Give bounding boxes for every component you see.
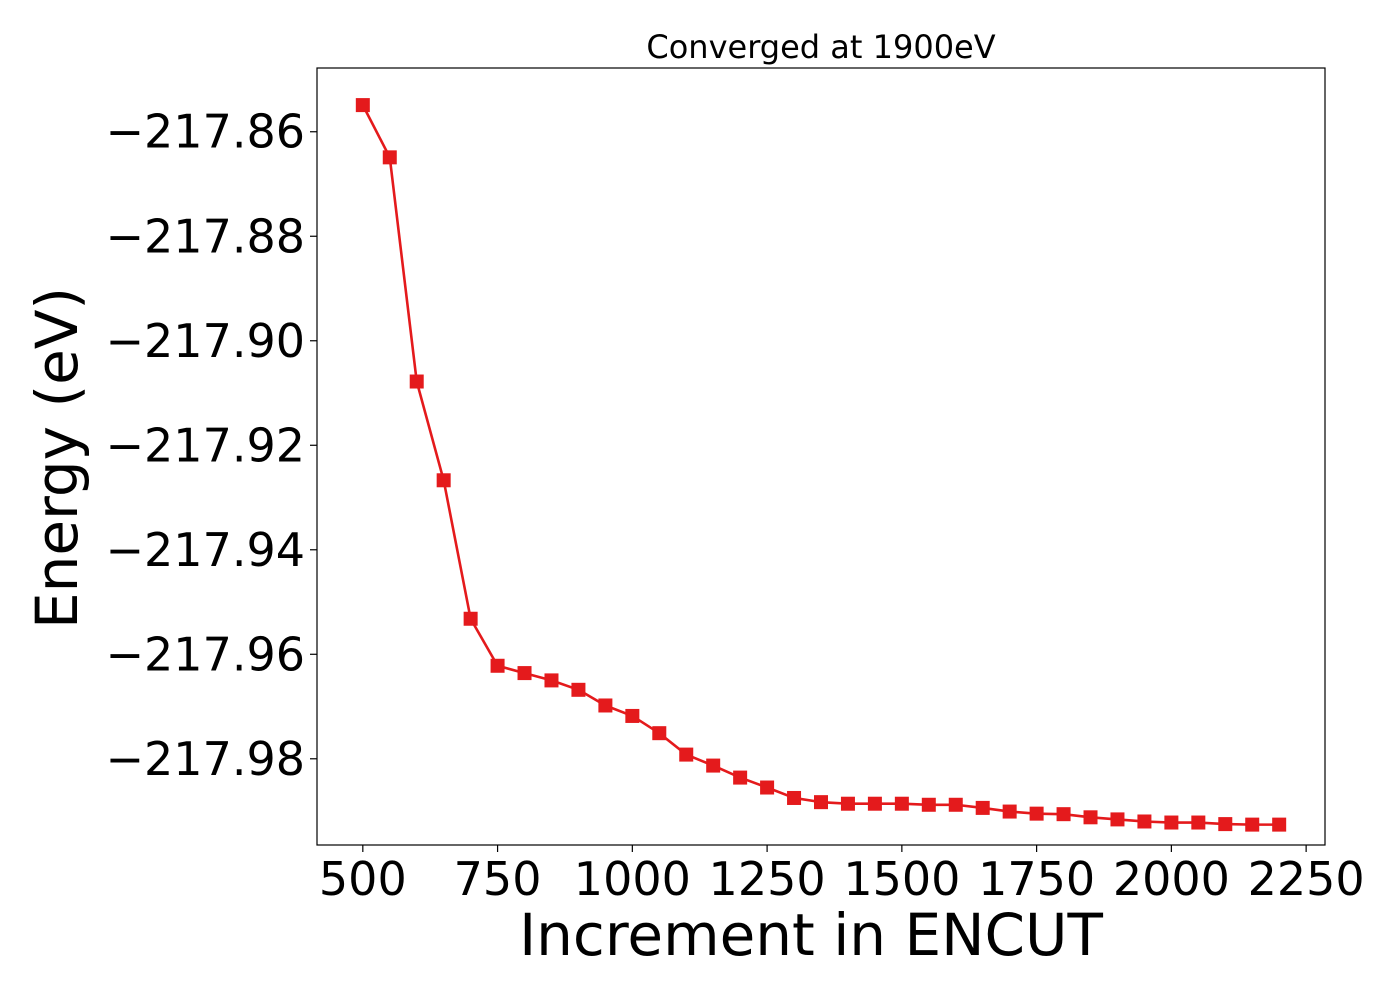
data-point-marker (598, 698, 613, 713)
data-point-marker (1110, 812, 1125, 827)
data-point-marker (787, 790, 802, 805)
data-point-marker (733, 770, 748, 785)
y-axis-label: Energy (eV) (23, 287, 91, 629)
data-point-marker (867, 796, 882, 811)
data-point-marker (1029, 806, 1044, 821)
data-point-marker (1083, 810, 1098, 825)
x-tick-label: 1000 (574, 852, 691, 906)
data-point-marker (463, 611, 478, 626)
data-point-marker (517, 666, 532, 681)
data-point-marker (1137, 814, 1152, 829)
data-point-marker (490, 658, 505, 673)
data-point-marker (760, 780, 775, 795)
data-point-marker (1002, 804, 1017, 819)
data-point-marker (894, 796, 909, 811)
x-tick-label: 2000 (1113, 852, 1230, 906)
y-axis-ticks: −217.86 −217.88 −217.90 −217.92 −217.94 −217.… (106, 105, 317, 786)
y-tick-label: −217.86 (106, 105, 306, 159)
y-tick-label: −217.94 (106, 523, 306, 577)
x-axis-label: Increment in ENCUT (519, 901, 1103, 969)
x-tick-label: 750 (454, 852, 542, 906)
data-point-marker (544, 673, 559, 688)
y-tick-label: −217.92 (106, 418, 306, 472)
data-point-marker (814, 795, 828, 810)
data-point-marker (840, 796, 855, 811)
series-line (361, 104, 1280, 826)
x-axis-ticks: 500 750 1000 1250 1500 1750 2000 2250 (319, 845, 1365, 906)
data-point-marker (409, 374, 424, 389)
y-tick-label: −217.90 (106, 314, 306, 368)
data-point-marker (382, 150, 397, 165)
data-point-marker (1245, 817, 1260, 832)
data-point-marker (948, 797, 963, 812)
data-point-marker (652, 726, 667, 741)
data-point-marker (571, 682, 586, 697)
data-point-marker (975, 800, 990, 815)
x-tick-label: 1750 (978, 852, 1095, 906)
x-tick-label: 2250 (1248, 852, 1365, 906)
y-tick-label: −217.98 (106, 732, 306, 786)
data-point-marker (921, 797, 936, 812)
data-point-marker (679, 747, 694, 762)
x-tick-label: 1500 (843, 852, 960, 906)
data-point-marker (1056, 807, 1071, 822)
data-point-marker (436, 473, 451, 488)
y-tick-label: −217.96 (106, 627, 306, 681)
data-point-marker (1218, 817, 1233, 832)
data-point-marker (1164, 815, 1179, 830)
x-tick-label: 500 (319, 852, 407, 906)
data-point-marker (1272, 817, 1287, 832)
y-tick-label: −217.88 (106, 209, 306, 263)
plot-area-frame (316, 67, 1326, 846)
chart-title: Converged at 1900eV (646, 28, 995, 66)
data-point-marker (355, 98, 370, 113)
series-layer (355, 98, 1287, 832)
x-tick-label: 1250 (709, 852, 826, 906)
data-point-marker (625, 708, 640, 723)
data-point-marker (1191, 815, 1206, 830)
data-point-marker (706, 758, 721, 773)
